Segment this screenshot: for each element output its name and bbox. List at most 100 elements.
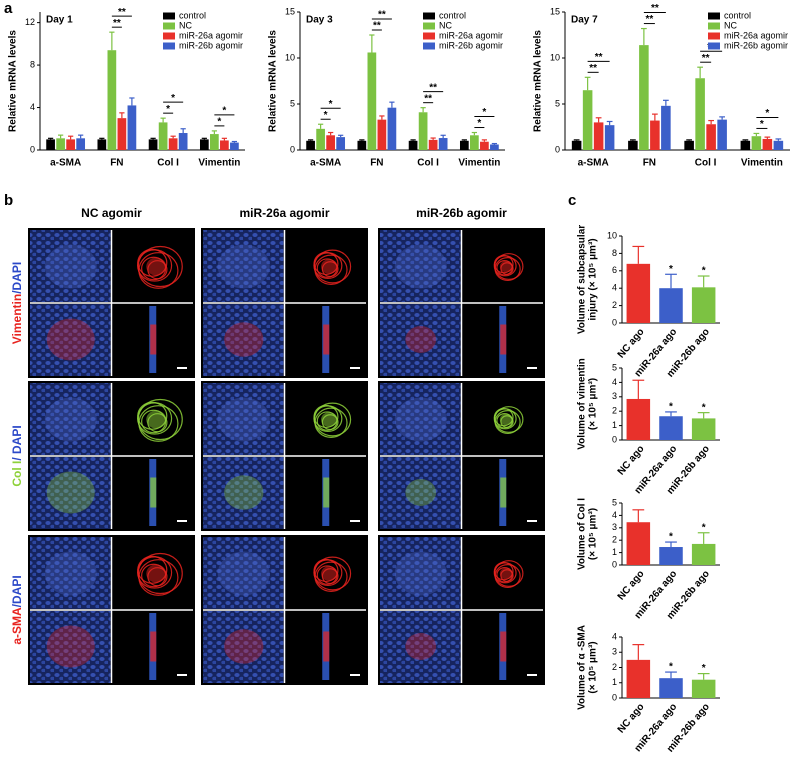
- bar: [593, 122, 604, 150]
- x-tick-label: a-SMA: [50, 158, 81, 169]
- y-tick-label: 15: [550, 6, 560, 16]
- dapi-image: [203, 230, 284, 302]
- counterstain-name: /DAPI: [10, 575, 24, 607]
- significance-label: *: [217, 117, 221, 128]
- significance-label: *: [166, 104, 170, 115]
- bar: [659, 288, 683, 323]
- panel-label: c: [568, 192, 576, 209]
- bar: [626, 398, 651, 440]
- y-tick-label: 3: [612, 522, 617, 532]
- legend-swatch: [423, 22, 435, 30]
- bar: [470, 135, 479, 150]
- x-tick-label: Col I: [695, 158, 717, 169]
- y-tick-label: 2: [612, 662, 617, 672]
- side-signal: [500, 324, 507, 355]
- chart-title: Day 3: [306, 15, 333, 26]
- significance-label: **: [118, 7, 126, 18]
- y-tick-label: 0: [612, 692, 617, 702]
- x-tick-label: FN: [370, 158, 383, 169]
- significance-label: **: [645, 14, 653, 25]
- significance-label: **: [378, 10, 386, 21]
- legend-swatch: [708, 32, 720, 40]
- bar: [706, 124, 716, 150]
- bar: [220, 140, 229, 150]
- bar: [571, 140, 582, 150]
- x-tick-label: NC ago: [616, 569, 647, 603]
- y-tick-label: 0: [290, 144, 295, 154]
- legend-swatch: [708, 22, 720, 30]
- bar: [639, 45, 649, 151]
- bar: [56, 138, 65, 150]
- significance-label: *: [669, 532, 673, 543]
- significance-label: *: [482, 107, 486, 118]
- y-tick-label: 4: [612, 377, 617, 387]
- legend-swatch: [163, 22, 175, 30]
- stain-name: Col I: [10, 461, 24, 487]
- bar: [684, 140, 694, 150]
- merge-signal: [46, 318, 95, 361]
- column-header: miR-26b agomir: [416, 206, 507, 220]
- stain-core: [321, 259, 338, 274]
- bar: [408, 140, 418, 150]
- stain-core: [499, 413, 513, 426]
- y-tick-label: 0: [612, 559, 617, 569]
- bar: [762, 138, 773, 150]
- bar: [691, 543, 716, 565]
- x-tick-label: FN: [643, 158, 656, 169]
- merge-image: [30, 611, 111, 683]
- stain-core: [499, 260, 513, 273]
- x-tick-label: Col I: [417, 158, 439, 169]
- side-signal: [150, 477, 157, 508]
- bar: [695, 78, 705, 150]
- legend-swatch: [708, 12, 720, 20]
- bar: [377, 119, 387, 150]
- dapi-image: [203, 537, 284, 609]
- significance-label: **: [702, 53, 710, 64]
- legend-swatch: [163, 32, 175, 40]
- stain-signal: [137, 248, 168, 277]
- y-axis-label: (× 10⁵ μm³): [588, 641, 599, 693]
- legend-label: NC: [439, 20, 452, 30]
- side-signal: [323, 631, 330, 662]
- bar: [428, 139, 438, 150]
- stain-signal: [313, 404, 339, 429]
- legend-swatch: [423, 42, 435, 50]
- x-tick-label: a-SMA: [578, 158, 609, 169]
- bar: [751, 136, 762, 150]
- y-tick-label: 4: [612, 510, 617, 520]
- stain-name: Vimentin: [10, 294, 24, 344]
- y-tick-label: 8: [30, 59, 35, 69]
- bar: [480, 141, 489, 150]
- merge-signal: [405, 633, 437, 660]
- bar: [107, 50, 117, 150]
- merge-image: [203, 304, 284, 376]
- chart-title: Day 7: [571, 15, 598, 26]
- bar: [717, 119, 727, 150]
- bar: [659, 416, 683, 440]
- y-axis-label: injury (× 10⁵ μm³): [588, 238, 599, 320]
- bar: [76, 138, 86, 150]
- y-tick-label: 5: [612, 497, 617, 507]
- y-tick-label: 1: [612, 677, 617, 687]
- merge-signal: [224, 322, 264, 357]
- stain-core: [146, 564, 167, 583]
- bar: [178, 133, 188, 150]
- bar: [490, 144, 499, 150]
- merge-image: [30, 304, 111, 376]
- legend-label: control: [179, 10, 206, 20]
- y-tick-label: 4: [612, 631, 617, 641]
- bar: [230, 142, 239, 150]
- significance-label: *: [669, 662, 673, 673]
- x-tick-label: Col I: [157, 158, 179, 169]
- bar: [661, 105, 671, 150]
- bar: [628, 140, 638, 150]
- dapi-glow: [394, 397, 447, 442]
- stain-core: [146, 410, 167, 429]
- y-tick-label: 1: [612, 420, 617, 430]
- y-tick-label: 0: [612, 434, 617, 444]
- bar: [659, 547, 683, 565]
- bar: [459, 140, 469, 150]
- stain-name: a-SMA: [10, 607, 24, 645]
- y-tick-label: 8: [612, 248, 617, 258]
- y-tick-label: 2: [612, 535, 617, 545]
